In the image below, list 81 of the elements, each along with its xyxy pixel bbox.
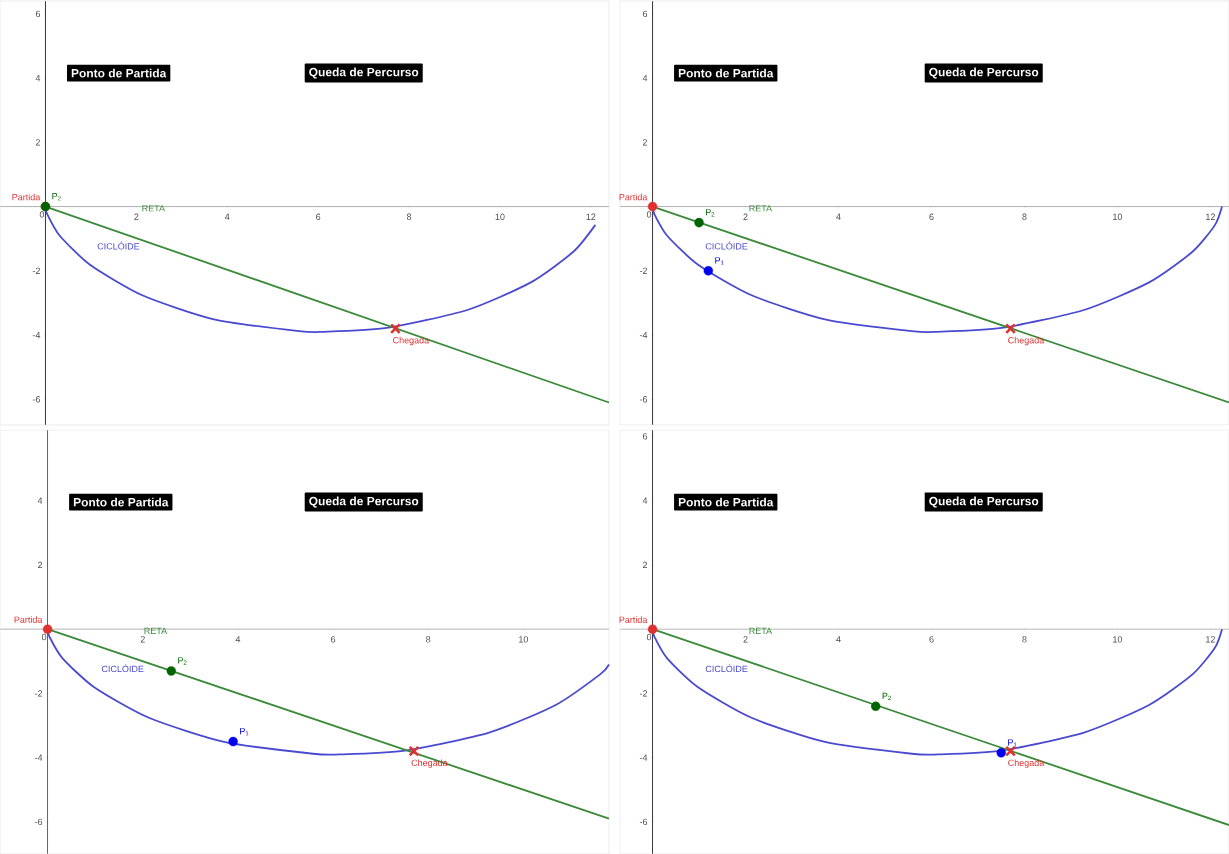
x-tick-label: 6 <box>929 213 934 220</box>
y-tick-label: 4 <box>642 497 648 504</box>
annotation: Ponto de Partida <box>678 497 774 507</box>
x-tick-label: 2 <box>743 636 748 643</box>
x-tick-label: 2 <box>140 636 145 643</box>
x-tick-label: 10 <box>495 213 505 220</box>
y-tick-label: 2 <box>642 139 648 146</box>
y-tick-label: -6 <box>639 818 648 826</box>
y-tick-label: 2 <box>35 139 40 146</box>
x-tick-label: 4 <box>235 636 241 643</box>
x-tick-label: 6 <box>316 213 321 220</box>
series-label: Partida <box>619 193 648 201</box>
y-tick-label: -4 <box>639 754 648 761</box>
annotation: Ponto de Partida <box>71 68 167 78</box>
y-tick-label: -2 <box>639 690 648 697</box>
y-tick-label: -4 <box>32 331 41 339</box>
y-tick-label: 6 <box>35 10 41 18</box>
series-label: CICLÓIDE <box>97 241 140 250</box>
x-tick-label: 0 <box>39 211 45 218</box>
x-tick-label: 8 <box>406 213 412 220</box>
y-tick-label: 6 <box>642 10 648 18</box>
x-tick-label: 2 <box>134 213 139 220</box>
text: RETA <box>144 627 168 634</box>
series-label: P$_{2}$ <box>52 193 61 201</box>
y-tick-label: -2 <box>32 267 40 274</box>
series-label: P$_{1}$ <box>240 728 249 736</box>
series-label: Partida <box>12 193 41 201</box>
series-label: P$_{2}$ <box>705 209 715 217</box>
x-tick-label: 8 <box>426 636 431 643</box>
y-tick-label: -6 <box>639 396 648 403</box>
series-label: CICLÓIDE <box>705 664 748 673</box>
series-label: P$_{1}$ <box>1008 739 1017 747</box>
y-tick-label: 4 <box>642 74 648 82</box>
x-tick-label: 10 <box>519 636 529 643</box>
series-label: P$_{2}$ <box>178 657 187 665</box>
annotation: Queda de Percurso <box>309 67 419 79</box>
x-tick-label: 12 <box>1206 636 1215 643</box>
series-label: CICLÓIDE <box>101 664 144 673</box>
y-tick-label: 4 <box>35 74 41 82</box>
text: RETA <box>749 205 773 212</box>
x-tick-label: 2 <box>743 213 748 220</box>
x-tick-label: 10 <box>1113 636 1123 643</box>
text: RETA <box>749 627 773 634</box>
series-label: Chegada <box>1008 336 1045 346</box>
y-tick-label: -6 <box>34 818 43 826</box>
x-tick-label: 4 <box>224 213 230 220</box>
x-tick-label: 0 <box>41 633 47 641</box>
x-tick-label: 6 <box>331 636 336 643</box>
series-label: P$_{1}$ <box>715 257 724 265</box>
y-tick-label: -4 <box>34 754 43 761</box>
series-label: Partida <box>14 616 43 623</box>
y-tick-label: -4 <box>639 331 648 339</box>
x-tick-label: 0 <box>646 633 652 641</box>
y-tick-label: 2 <box>642 561 648 569</box>
y-tick-label: -2 <box>34 690 43 697</box>
x-tick-label: 4 <box>836 636 841 643</box>
y-tick-label: 2 <box>38 561 43 569</box>
series-label: Partida <box>619 616 648 623</box>
series-label: P$_{2}$ <box>882 692 891 701</box>
annotation: Queda de Percurso <box>309 496 419 508</box>
x-tick-label: 12 <box>586 213 596 220</box>
text: RETA <box>142 205 165 212</box>
series-label: CICLÓIDE <box>705 241 748 250</box>
annotation: Queda de Percurso <box>929 67 1039 79</box>
x-tick-label: 8 <box>1022 213 1027 220</box>
annotation: Queda de Percurso <box>929 496 1039 508</box>
x-tick-label: 12 <box>1206 213 1215 220</box>
x-tick-label: 10 <box>1113 213 1123 220</box>
series-label: Chegada <box>393 336 430 346</box>
series-label: Chegada <box>411 759 448 768</box>
annotation: Ponto de Partida <box>678 68 774 78</box>
x-tick-label: 0 <box>646 211 652 218</box>
x-tick-label: 6 <box>929 636 934 643</box>
annotation: Ponto de Partida <box>73 497 169 507</box>
y-tick-label: -2 <box>639 267 648 274</box>
y-tick-label: 6 <box>642 433 648 440</box>
x-tick-label: 4 <box>836 213 841 220</box>
x-tick-label: 8 <box>1022 636 1027 643</box>
y-tick-label: -6 <box>32 396 41 403</box>
y-tick-label: 4 <box>37 497 43 504</box>
series-label: Chegada <box>1008 759 1045 768</box>
